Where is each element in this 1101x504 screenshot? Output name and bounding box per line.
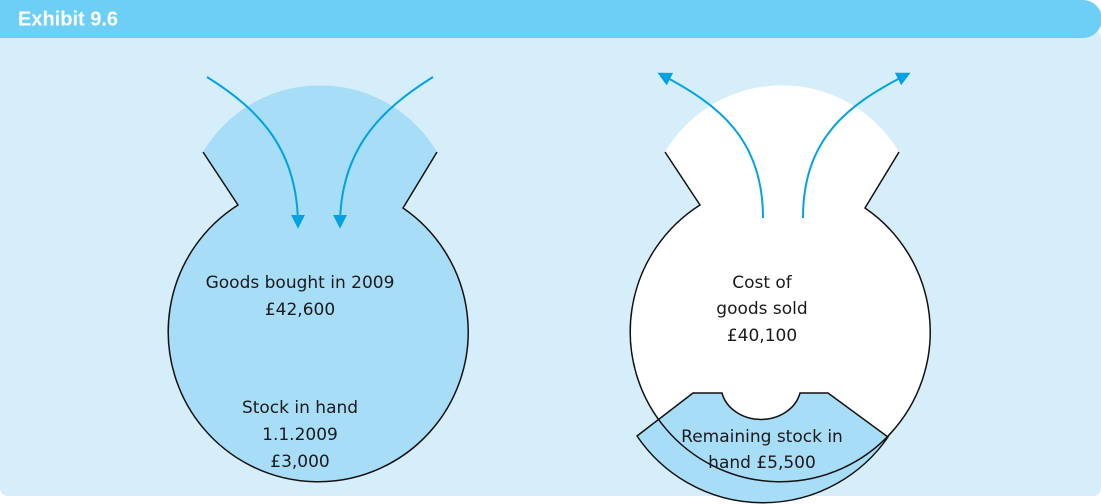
exhibit: Exhibit 9.6 Goods bought in 2009 £42,600…: [0, 0, 1101, 504]
label: goods sold: [716, 299, 807, 319]
right-bag: Cost of goods sold £40,100 Remaining sto…: [630, 74, 930, 503]
label: £42,600: [265, 300, 335, 320]
label: Stock in hand: [242, 398, 358, 418]
left-bag: Goods bought in 2009 £42,600 Stock in ha…: [168, 77, 468, 482]
label: Cost of: [732, 273, 793, 293]
label: Remaining stock in: [681, 427, 843, 447]
label: £40,100: [727, 326, 797, 346]
label: 1.1.2009: [262, 425, 338, 445]
label: hand £5,500: [708, 453, 816, 473]
header-bar: [0, 0, 1101, 38]
panel: [0, 30, 1101, 496]
label: Goods bought in 2009: [206, 273, 395, 293]
header-title: Exhibit 9.6: [18, 8, 118, 30]
label: £3,000: [270, 452, 329, 472]
